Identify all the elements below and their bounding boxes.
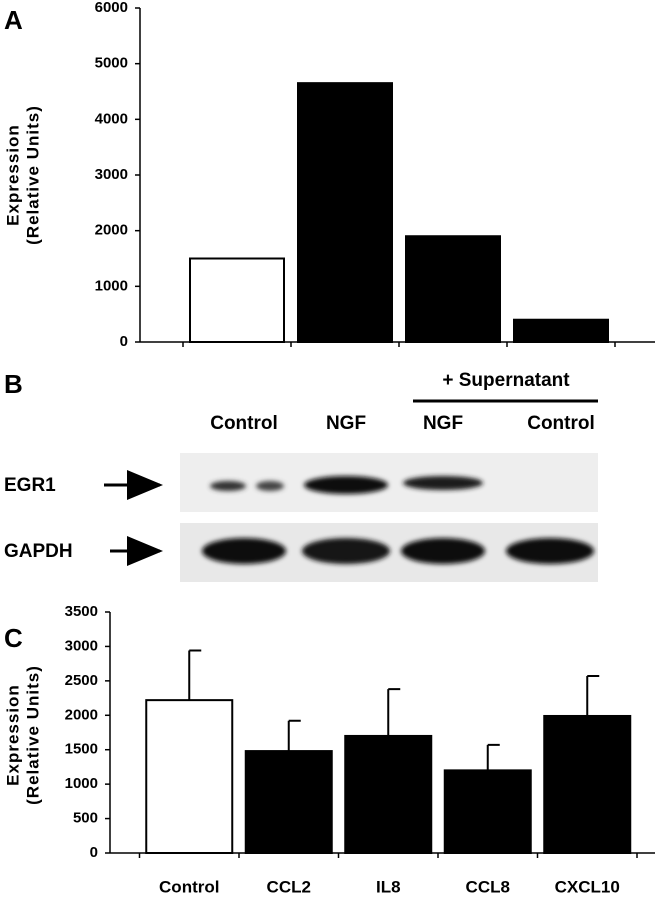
x-tick-label: Control — [159, 877, 219, 896]
y-tick-label: 3500 — [65, 603, 98, 620]
panel-label: B — [4, 369, 23, 399]
blot-bands — [202, 476, 594, 564]
blot-strip — [180, 453, 598, 512]
x-tick-label: CXCL10 — [555, 877, 620, 896]
blot-header: + Supernatant — [442, 370, 570, 391]
bar — [145, 699, 234, 854]
y-tick-label: 500 — [73, 810, 98, 827]
bar — [443, 769, 532, 854]
lane-label: Control — [527, 413, 595, 434]
error-bar — [387, 688, 401, 736]
row-label: GAPDH — [4, 541, 73, 562]
row-label: EGR1 — [4, 475, 56, 496]
bar — [189, 257, 285, 343]
x-tick-label: CCL8 — [466, 877, 510, 896]
y-tick-label: 3000 — [65, 637, 98, 654]
bar — [344, 734, 433, 855]
y-tick-label: 0 — [120, 333, 128, 350]
y-tick-label: 1500 — [65, 741, 98, 758]
y-axis-label: Expression — [3, 124, 22, 226]
bar — [297, 82, 393, 344]
y-axis-label: Expression — [3, 684, 22, 786]
x-tick-label: CCL2 — [267, 877, 311, 896]
error-bar — [188, 649, 202, 701]
error-bar — [586, 675, 600, 716]
error-bar — [287, 719, 301, 752]
y-tick-label: 2000 — [65, 706, 98, 723]
panel-label: A — [4, 5, 23, 35]
y-tick-label: 4000 — [95, 110, 128, 127]
y-axis-label: (Relative Units) — [23, 105, 42, 245]
y-tick-label: 3000 — [95, 166, 128, 183]
y-tick-label: 2500 — [65, 672, 98, 689]
y-tick-label: 1000 — [95, 277, 128, 294]
y-tick-label: 1000 — [65, 775, 98, 792]
bar — [244, 750, 333, 854]
panel-label: C — [4, 623, 23, 653]
lane-label: NGF — [423, 413, 463, 434]
blot-panel: B + Supernatant Control NGF NGF Control … — [4, 369, 598, 582]
y-tick-label: 0 — [90, 844, 98, 861]
y-tick-label: 2000 — [95, 222, 128, 239]
y-axis-label: (Relative Units) — [23, 665, 42, 805]
lane-label: NGF — [326, 413, 366, 434]
bar — [543, 714, 632, 855]
lane-label: Control — [210, 413, 278, 434]
x-tick-label: IL8 — [376, 877, 401, 896]
error-bar — [486, 743, 500, 771]
y-tick-label: 5000 — [95, 55, 128, 72]
bar — [513, 318, 609, 344]
bar — [405, 235, 501, 344]
y-tick-label: 6000 — [95, 0, 128, 16]
